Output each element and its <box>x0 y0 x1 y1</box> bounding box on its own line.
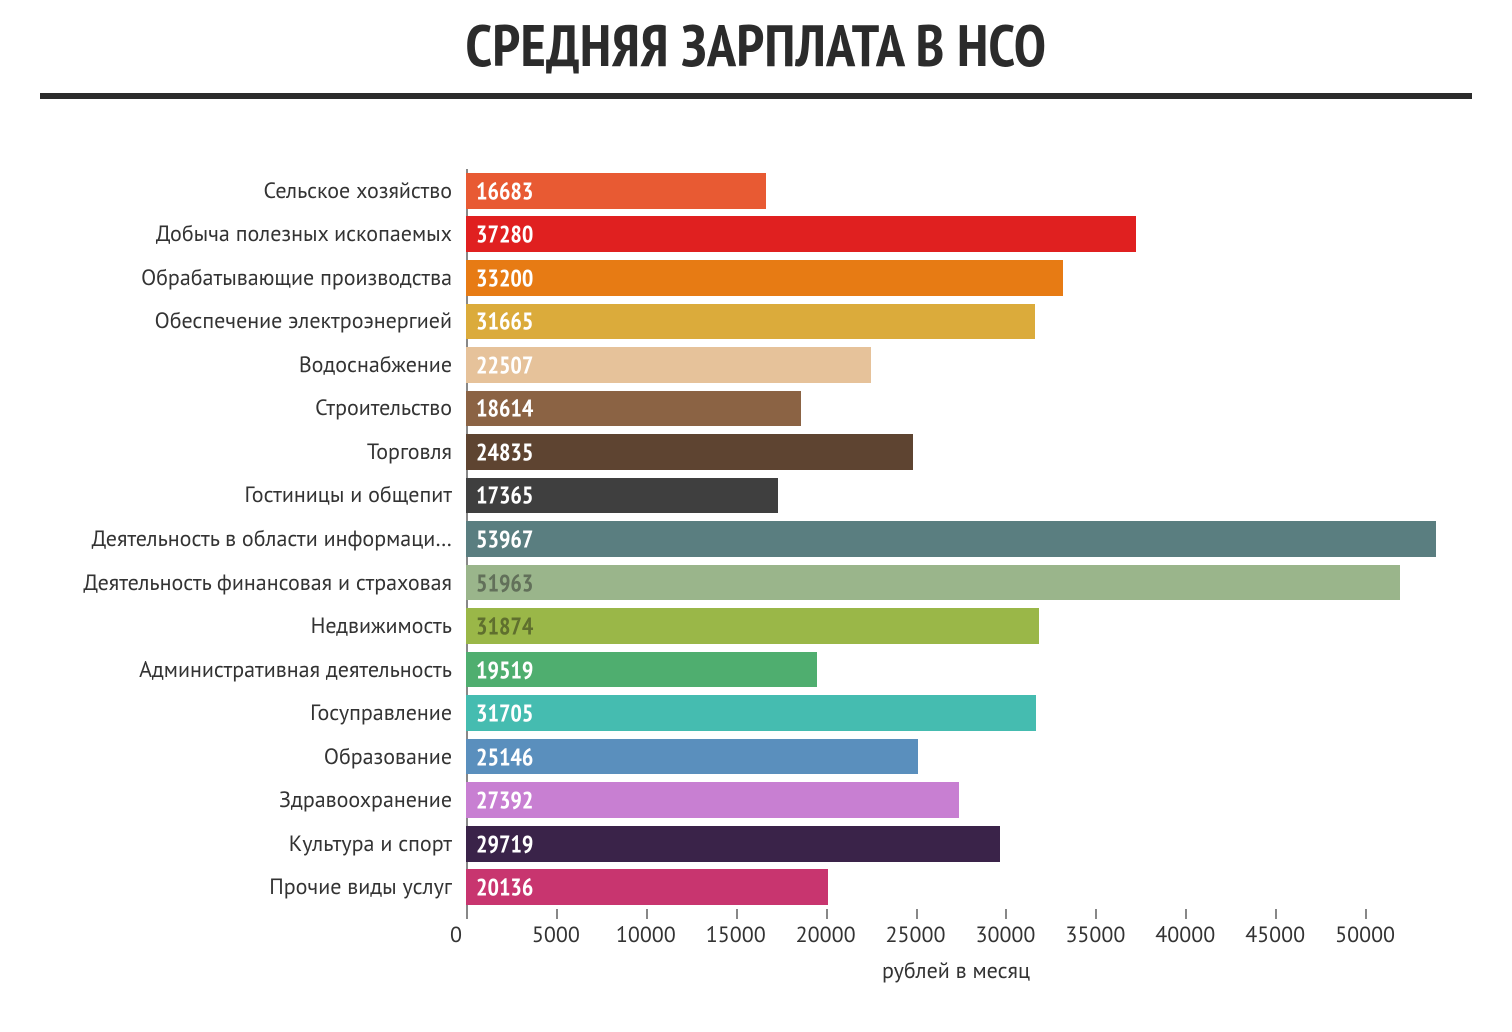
bar-value-label: 16683 <box>476 175 533 206</box>
bar-value-label: 19519 <box>476 654 533 685</box>
x-tick-label: 40000 <box>1155 921 1215 949</box>
bar-row: 17365 <box>466 478 778 514</box>
category-label: Здравоохранение <box>52 786 452 814</box>
x-tick-label: 20000 <box>796 921 856 949</box>
category-label: Сельское хозяйство <box>52 177 452 205</box>
x-tick-label: 0 <box>450 921 462 949</box>
bar-rect <box>466 565 1400 601</box>
x-tick-mark <box>1365 909 1367 919</box>
category-label: Обеспечение электроэнергией <box>52 307 452 335</box>
x-axis-title: рублей в месяц <box>882 957 1030 985</box>
category-label: Недвижимость <box>52 612 452 640</box>
category-label: Госуправление <box>52 699 452 727</box>
bar-value-label: 27392 <box>476 785 533 816</box>
x-tick-mark <box>1095 909 1097 919</box>
bar-value-label: 51963 <box>476 567 533 598</box>
category-label: Водоснабжение <box>52 351 452 379</box>
bar-rect <box>466 608 1039 644</box>
bar-row: 31874 <box>466 608 1039 644</box>
bar-row: 51963 <box>466 565 1400 601</box>
x-tick-mark <box>466 909 468 919</box>
bar-rect <box>466 695 1036 731</box>
bar-row: 25146 <box>466 739 918 775</box>
bar-rect <box>466 304 1035 340</box>
category-label: Культура и спорт <box>52 830 452 858</box>
bar-value-label: 22507 <box>476 349 533 380</box>
bar-value-label: 37280 <box>476 219 533 250</box>
x-tick-mark <box>1275 909 1277 919</box>
salary-bar-chart: 16683 37280 33200 31665 22507 18614 24835 17365… <box>46 139 1466 1019</box>
category-label: Прочие виды услуг <box>52 873 452 901</box>
bar-value-label: 53967 <box>476 523 533 554</box>
category-label: Образование <box>52 743 452 771</box>
category-label: Строительство <box>52 394 452 422</box>
page: СРЕДНЯЯ ЗАРПЛАТА В НСО 16683 37280 33200 31… <box>0 0 1512 1032</box>
x-tick-label: 5000 <box>532 921 580 949</box>
x-tick-label: 45000 <box>1245 921 1305 949</box>
category-label: Административная деятельность <box>52 656 452 684</box>
category-label: Торговля <box>52 438 452 466</box>
bar-rect <box>466 826 1000 862</box>
bar-row: 24835 <box>466 434 913 470</box>
category-label: Гостиницы и общепит <box>52 481 452 509</box>
bar-value-label: 31705 <box>476 698 533 729</box>
bar-value-label: 25146 <box>476 741 533 772</box>
bar-rect <box>466 782 959 818</box>
category-label: Обрабатывающие производства <box>52 264 452 292</box>
x-tick-mark <box>646 909 648 919</box>
x-tick-label: 15000 <box>706 921 766 949</box>
bar-row: 31705 <box>466 695 1036 731</box>
x-tick-mark <box>916 909 918 919</box>
bar-row: 19519 <box>466 652 817 688</box>
bar-row: 53967 <box>466 521 1436 557</box>
x-tick-mark <box>1005 909 1007 919</box>
bar-value-label: 24835 <box>476 436 533 467</box>
x-tick-mark <box>556 909 558 919</box>
bar-value-label: 18614 <box>476 393 533 424</box>
bar-rect <box>466 739 918 775</box>
x-tick-label: 30000 <box>975 921 1035 949</box>
category-label: Деятельность финансовая и страховая <box>52 569 452 597</box>
x-tick-mark <box>826 909 828 919</box>
x-tick-label: 10000 <box>616 921 676 949</box>
bar-rect <box>466 260 1063 296</box>
x-tick-mark <box>1185 909 1187 919</box>
x-tick-label: 50000 <box>1335 921 1395 949</box>
chart-title: СРЕДНЯЯ ЗАРПЛАТА В НСО <box>40 0 1472 93</box>
bar-row: 22507 <box>466 347 871 383</box>
plot-area: 16683 37280 33200 31665 22507 18614 24835 17365… <box>466 169 1446 909</box>
bar-value-label: 31874 <box>476 611 533 642</box>
title-rule <box>40 93 1472 99</box>
bar-value-label: 31665 <box>476 306 533 337</box>
category-label: Добыча полезных ископаемых <box>52 220 452 248</box>
bar-row: 33200 <box>466 260 1063 296</box>
category-label: Деятельность в области информаци… <box>52 525 452 553</box>
bar-row: 31665 <box>466 304 1035 340</box>
bar-rect <box>466 521 1436 557</box>
bar-rect <box>466 216 1136 252</box>
bar-row: 20136 <box>466 869 828 905</box>
bar-row: 29719 <box>466 826 1000 862</box>
bar-value-label: 29719 <box>476 828 533 859</box>
bar-value-label: 33200 <box>476 262 533 293</box>
bar-row: 27392 <box>466 782 959 818</box>
bar-row: 37280 <box>466 216 1136 252</box>
x-tick-label: 35000 <box>1065 921 1125 949</box>
x-tick-mark <box>736 909 738 919</box>
bar-value-label: 20136 <box>476 872 533 903</box>
bar-value-label: 17365 <box>476 480 533 511</box>
bars-container: 16683 37280 33200 31665 22507 18614 24835 17365… <box>466 169 1446 909</box>
bar-row: 18614 <box>466 391 801 427</box>
x-tick-label: 25000 <box>886 921 946 949</box>
bar-row: 16683 <box>466 173 766 209</box>
